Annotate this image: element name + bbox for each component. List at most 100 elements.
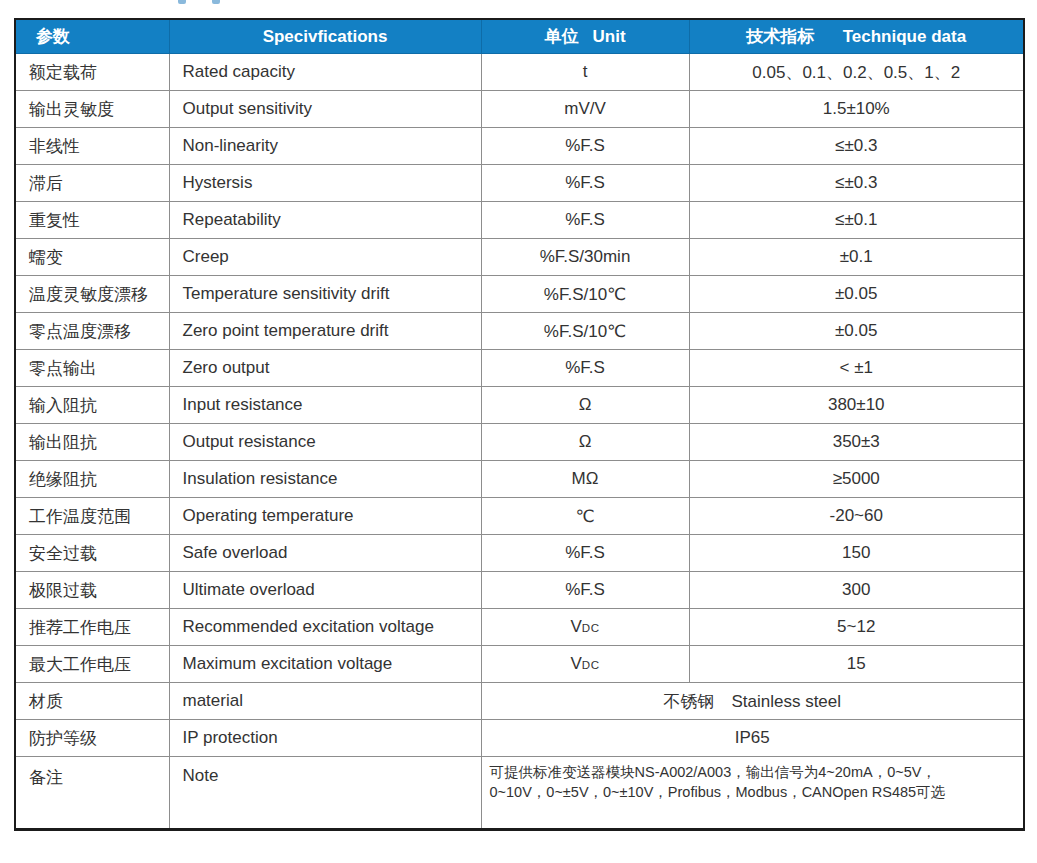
row-value: ≤±0.3 xyxy=(689,128,1024,165)
spec-table-body: 额定载荷Rated capacityt0.05、0.1、0.2、0.5、1、2输… xyxy=(15,54,1024,830)
row-unit: %F.S/10℃ xyxy=(481,276,689,313)
row-param: 零点温度漂移 xyxy=(15,313,169,350)
row-unit: Ω xyxy=(481,387,689,424)
table-row: 绝缘阻抗Insulation resistanceMΩ≥5000 xyxy=(15,461,1024,498)
row-spec: Output resistance xyxy=(169,424,481,461)
header-technique-data: 技术指标 Technique data xyxy=(689,19,1024,54)
row-param: 材质 xyxy=(15,683,169,720)
table-row: 工作温度范围Operating temperature℃-20~60 xyxy=(15,498,1024,535)
row-spec: Hystersis xyxy=(169,165,481,202)
row-merged-value: 不锈钢 Stainless steel xyxy=(481,683,1024,720)
row-param: 温度灵敏度漂移 xyxy=(15,276,169,313)
table-row: 温度灵敏度漂移Temperature sensitivity drift%F.S… xyxy=(15,276,1024,313)
row-unit: %F.S xyxy=(481,350,689,387)
row-unit: %F.S/10℃ xyxy=(481,313,689,350)
row-value: 150 xyxy=(689,535,1024,572)
table-row: 材质material不锈钢 Stainless steel xyxy=(15,683,1024,720)
row-unit: %F.S xyxy=(481,165,689,202)
row-value: < ±1 xyxy=(689,350,1024,387)
specifications-table: 参数 Specivfications 单位 Unit 技术指标 Techniqu… xyxy=(14,18,1025,831)
row-param: 蠕变 xyxy=(15,239,169,276)
table-row: 防护等级IP protectionIP65 xyxy=(15,720,1024,757)
row-unit: VDC xyxy=(481,609,689,646)
row-spec: Zero output xyxy=(169,350,481,387)
row-param: 零点输出 xyxy=(15,350,169,387)
row-param: 最大工作电压 xyxy=(15,646,169,683)
row-spec: Creep xyxy=(169,239,481,276)
row-value: -20~60 xyxy=(689,498,1024,535)
row-note-value: 可提供标准变送器模块NS-A002/A003，输出信号为4~20mA，0~5V，… xyxy=(481,757,1024,830)
row-param: 输入阻抗 xyxy=(15,387,169,424)
row-spec: Repeatability xyxy=(169,202,481,239)
row-param: 安全过载 xyxy=(15,535,169,572)
cropped-text-artifact xyxy=(178,0,186,4)
table-row: 非线性Non-linearity%F.S≤±0.3 xyxy=(15,128,1024,165)
table-row: 零点温度漂移Zero point temperature drift%F.S/1… xyxy=(15,313,1024,350)
row-unit: t xyxy=(481,54,689,91)
table-header: 参数 Specivfications 单位 Unit 技术指标 Techniqu… xyxy=(15,19,1024,54)
row-param: 输出阻抗 xyxy=(15,424,169,461)
header-param: 参数 xyxy=(15,19,169,54)
row-value: ±0.05 xyxy=(689,276,1024,313)
row-spec: Maximum excitation voltage xyxy=(169,646,481,683)
row-param: 滞后 xyxy=(15,165,169,202)
table-row: 安全过载Safe overload%F.S150 xyxy=(15,535,1024,572)
row-param: 推荐工作电压 xyxy=(15,609,169,646)
row-spec: Recommended excitation voltage xyxy=(169,609,481,646)
table-row: 零点输出Zero output%F.S< ±1 xyxy=(15,350,1024,387)
row-spec: Note xyxy=(169,757,481,830)
datasheet-page: 参数 Specivfications 单位 Unit 技术指标 Techniqu… xyxy=(0,0,1037,863)
row-value: 300 xyxy=(689,572,1024,609)
row-unit: ℃ xyxy=(481,498,689,535)
table-row: 额定载荷Rated capacityt0.05、0.1、0.2、0.5、1、2 xyxy=(15,54,1024,91)
row-param: 输出灵敏度 xyxy=(15,91,169,128)
row-spec: material xyxy=(169,683,481,720)
table-row: 输出阻抗Output resistanceΩ350±3 xyxy=(15,424,1024,461)
row-spec: Insulation resistance xyxy=(169,461,481,498)
row-spec: Zero point temperature drift xyxy=(169,313,481,350)
row-param: 重复性 xyxy=(15,202,169,239)
row-value: 15 xyxy=(689,646,1024,683)
unit-subscript: DC xyxy=(582,622,600,634)
row-spec: Operating temperature xyxy=(169,498,481,535)
header-row: 参数 Specivfications 单位 Unit 技术指标 Techniqu… xyxy=(15,19,1024,54)
row-value: ±0.1 xyxy=(689,239,1024,276)
row-unit: %F.S xyxy=(481,535,689,572)
row-unit: %F.S xyxy=(481,572,689,609)
table-row: 极限过载Ultimate overload%F.S300 xyxy=(15,572,1024,609)
table-row: 推荐工作电压Recommended excitation voltageVDC5… xyxy=(15,609,1024,646)
row-spec: Ultimate overload xyxy=(169,572,481,609)
row-unit: MΩ xyxy=(481,461,689,498)
row-spec: Safe overload xyxy=(169,535,481,572)
row-unit: %F.S xyxy=(481,128,689,165)
table-row: 滞后Hystersis%F.S≤±0.3 xyxy=(15,165,1024,202)
row-value: ≤±0.1 xyxy=(689,202,1024,239)
row-unit: %F.S/30min xyxy=(481,239,689,276)
row-param: 额定载荷 xyxy=(15,54,169,91)
table-row: 重复性Repeatability%F.S≤±0.1 xyxy=(15,202,1024,239)
row-value: ≤±0.3 xyxy=(689,165,1024,202)
row-param: 工作温度范围 xyxy=(15,498,169,535)
header-unit: 单位 Unit xyxy=(481,19,689,54)
row-spec: Output sensitivity xyxy=(169,91,481,128)
row-param: 备注 xyxy=(15,757,169,830)
table-row: 最大工作电压Maximum excitation voltageVDC15 xyxy=(15,646,1024,683)
row-spec: IP protection xyxy=(169,720,481,757)
row-value: ±0.05 xyxy=(689,313,1024,350)
row-merged-value: IP65 xyxy=(481,720,1024,757)
row-spec: Temperature sensitivity drift xyxy=(169,276,481,313)
row-value: 5~12 xyxy=(689,609,1024,646)
table-row: 备注Note可提供标准变送器模块NS-A002/A003，输出信号为4~20mA… xyxy=(15,757,1024,830)
table-row: 蠕变Creep%F.S/30min±0.1 xyxy=(15,239,1024,276)
row-value: 350±3 xyxy=(689,424,1024,461)
unit-subscript: DC xyxy=(582,659,600,671)
row-param: 防护等级 xyxy=(15,720,169,757)
row-spec: Non-linearity xyxy=(169,128,481,165)
row-param: 绝缘阻抗 xyxy=(15,461,169,498)
table-row: 输出灵敏度Output sensitivitymV/V1.5±10% xyxy=(15,91,1024,128)
cropped-text-artifact xyxy=(212,0,220,4)
row-spec: Rated capacity xyxy=(169,54,481,91)
header-specifications: Specivfications xyxy=(169,19,481,54)
row-unit: mV/V xyxy=(481,91,689,128)
row-value: 380±10 xyxy=(689,387,1024,424)
